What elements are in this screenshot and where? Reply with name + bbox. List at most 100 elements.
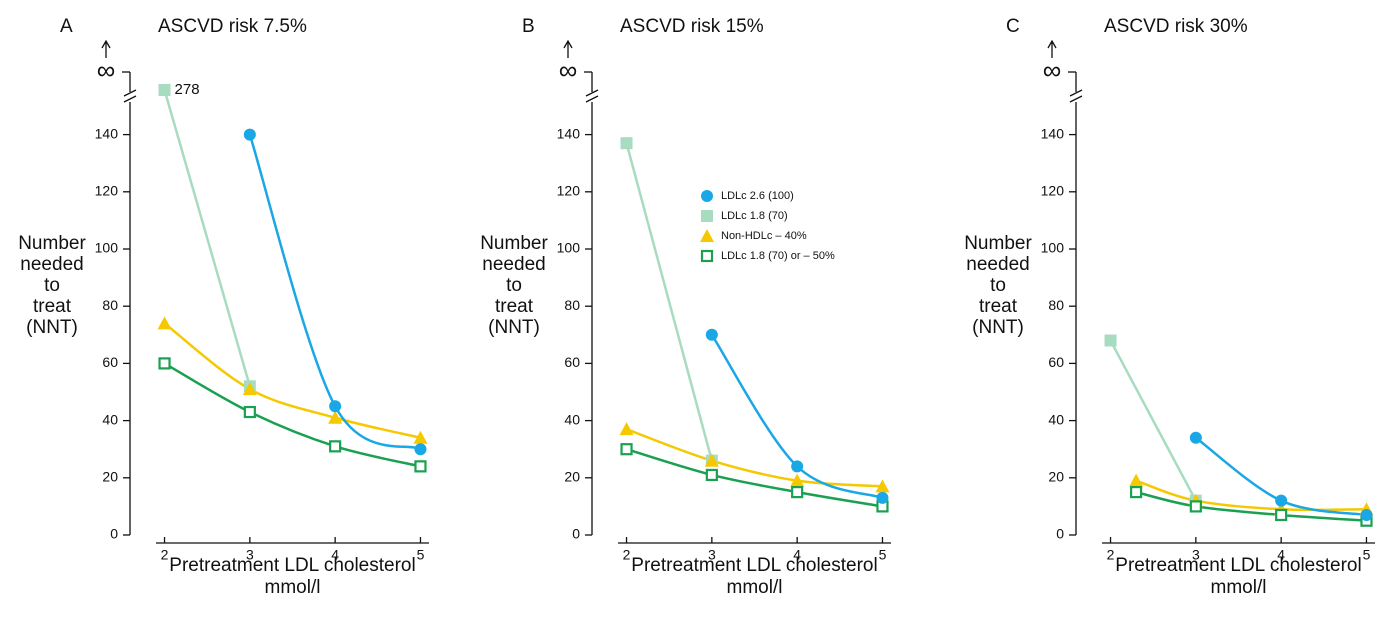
infinity-arrow (101, 39, 111, 58)
y-axis-label: Number (480, 233, 548, 254)
legend-label: LDLc 2.6 (100) (721, 190, 794, 202)
x-tick-label: 2 (1107, 547, 1115, 563)
axis-break (123, 89, 137, 103)
chart-title: ASCVD risk 7.5% (158, 16, 307, 37)
marker (157, 316, 172, 330)
y-tick-label: 40 (1048, 411, 1064, 427)
series-line (710, 334, 883, 500)
legend-label: LDLc 1.8 (70) (721, 210, 788, 222)
legend-label: Non-HDLc – 40% (721, 230, 807, 242)
infinity-arrow (1047, 39, 1057, 58)
series-line (163, 89, 252, 387)
y-tick-label: 140 (95, 125, 119, 141)
marker (876, 491, 889, 504)
marker (329, 440, 342, 453)
infinity-label: ∞ (97, 55, 116, 85)
y-tick-label: 80 (102, 297, 118, 313)
marker (705, 328, 718, 341)
y-tick-label: 100 (95, 240, 119, 256)
x-axis-label: mmol/l (265, 577, 321, 598)
panel-label: B (522, 16, 535, 37)
y-axis-label: needed (20, 254, 83, 275)
infinity-label: ∞ (1043, 55, 1062, 85)
panel-label: A (60, 16, 73, 37)
y-tick-label: 60 (1048, 354, 1064, 370)
series-line (163, 322, 421, 439)
series-line (626, 428, 883, 488)
series-line (625, 142, 714, 461)
y-tick-label: 20 (1048, 469, 1064, 485)
y-tick-label: 0 (1056, 526, 1064, 542)
marker (1275, 494, 1288, 507)
y-tick-label: 40 (564, 411, 580, 427)
y-tick-label: 40 (102, 411, 118, 427)
chart-title: ASCVD risk 30% (1104, 16, 1248, 37)
y-tick-label: 100 (557, 240, 581, 256)
marker (1189, 431, 1202, 444)
panel: C ASCVD risk 30% ∞ 0 20 40 60 80 100 120 140 2 3 4 5Pr… (964, 16, 1375, 598)
marker (328, 410, 343, 424)
x-tick-label: 4 (1277, 547, 1285, 563)
x-tick-label: 5 (417, 547, 425, 563)
x-tick-label: 3 (1192, 547, 1200, 563)
series-line (163, 362, 421, 468)
marker (1275, 508, 1288, 522)
series-line (1135, 490, 1367, 522)
y-tick-label: 20 (102, 469, 118, 485)
marker (414, 460, 427, 473)
marker (242, 382, 257, 396)
x-axis-label: Pretreatment LDL cholesterol (169, 555, 415, 576)
axis-break (585, 89, 599, 103)
x-tick-label: 5 (879, 547, 887, 563)
marker (1129, 473, 1144, 487)
marker (1130, 486, 1143, 499)
marker (701, 190, 713, 202)
marker (704, 453, 719, 467)
marker (700, 249, 714, 263)
marker (875, 479, 890, 493)
y-tick-label: 0 (572, 526, 580, 542)
marker (414, 443, 427, 456)
marker (1360, 508, 1373, 521)
marker (700, 229, 714, 242)
x-tick-label: 3 (246, 547, 254, 563)
y-tick-label: 120 (95, 183, 119, 199)
series-line (1109, 339, 1197, 502)
y-axis-label: treat (33, 296, 72, 317)
y-axis-label: to (506, 275, 522, 296)
marker (791, 486, 804, 499)
marker (620, 443, 633, 456)
marker (413, 430, 428, 444)
panel: A ASCVD risk 7.5% ∞ 0 20 40 60 80 100 120 140 2 3 4 5P… (18, 16, 429, 598)
y-tick-label: 120 (557, 183, 581, 199)
panel-label: C (1006, 16, 1020, 37)
marker (1104, 334, 1117, 347)
marker (791, 460, 804, 473)
y-tick-label: 20 (564, 469, 580, 485)
x-tick-label: 5 (1363, 547, 1371, 563)
marker (619, 422, 634, 436)
y-axis-label: to (44, 275, 60, 296)
x-tick-label: 4 (331, 547, 339, 563)
y-axis-label: (NNT) (26, 317, 78, 338)
y-tick-label: 80 (1048, 297, 1064, 313)
infinity-arrow (563, 39, 573, 58)
x-axis-label: Pretreatment LDL cholesterol (631, 555, 877, 576)
marker (1189, 500, 1202, 513)
infinity-label: ∞ (559, 55, 578, 85)
y-axis-label: treat (979, 296, 1018, 317)
x-tick-label: 4 (793, 547, 801, 563)
x-tick-label: 2 (161, 547, 169, 563)
y-axis-label: (NNT) (972, 317, 1024, 338)
x-axis-label: Pretreatment LDL cholesterol (1115, 555, 1361, 576)
y-axis-label: needed (966, 254, 1029, 275)
marker (243, 128, 256, 141)
panel: B ASCVD risk 15% ∞ 0 20 40 60 80 100 120 140 2 3 4 5Pr… (480, 16, 891, 598)
x-tick-label: 2 (623, 547, 631, 563)
x-axis-label: mmol/l (727, 577, 783, 598)
marker (705, 468, 718, 482)
series-line (626, 448, 883, 508)
marker (701, 210, 713, 222)
marker (790, 473, 805, 487)
